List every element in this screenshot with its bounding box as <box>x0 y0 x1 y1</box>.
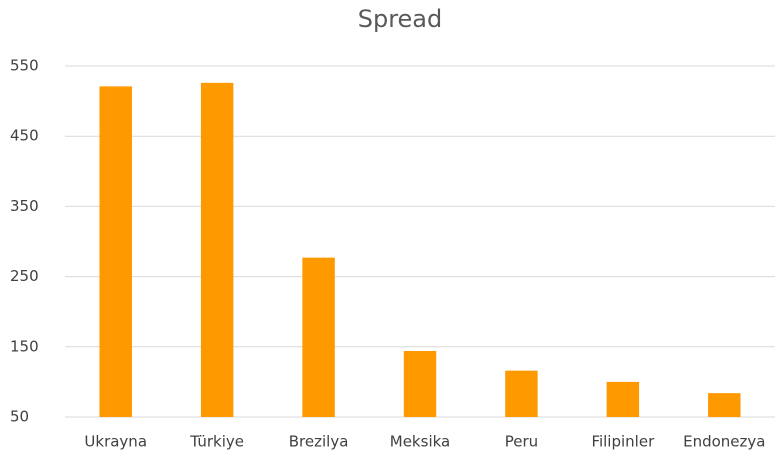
x-tick-label: Brezilya <box>289 433 349 451</box>
x-tick-label: Meksika <box>390 433 450 451</box>
x-tick-label: Ukrayna <box>84 433 147 451</box>
y-tick-label: 550 <box>10 57 39 75</box>
bar <box>403 351 437 417</box>
bar <box>606 381 640 417</box>
y-tick-label: 150 <box>10 337 39 355</box>
y-tick-label: 350 <box>10 197 39 215</box>
bar <box>505 370 538 417</box>
bar <box>99 86 132 417</box>
y-tick-label: 50 <box>10 408 29 426</box>
bar <box>708 393 741 417</box>
x-tick-label: Peru <box>505 433 538 451</box>
x-tick-label: Endonezya <box>683 433 765 451</box>
y-tick-label: 250 <box>10 267 39 285</box>
x-tick-label: Türkiye <box>189 433 244 451</box>
y-tick-label: 450 <box>10 127 39 145</box>
chart-title: Spread <box>358 5 443 33</box>
x-tick-label: Filipinler <box>591 433 655 451</box>
bar <box>200 82 234 418</box>
bar <box>302 257 335 417</box>
